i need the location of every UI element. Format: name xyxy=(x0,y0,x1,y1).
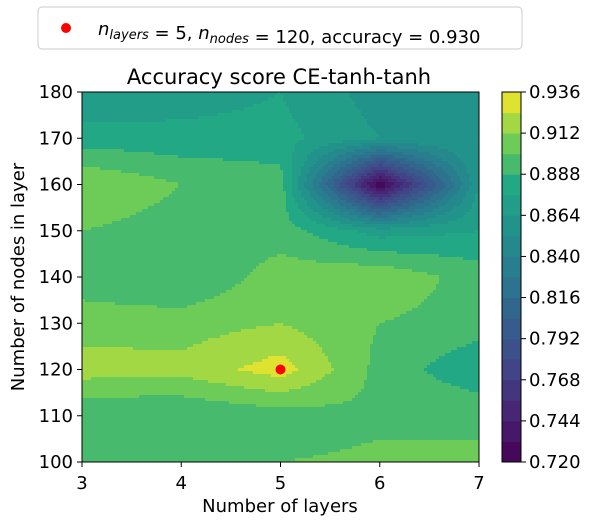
legend-text-part: = 120, accuracy = 0.930 xyxy=(249,27,481,48)
legend-marker xyxy=(61,23,71,33)
chart-title: Accuracy score CE-tanh-tanh xyxy=(127,65,431,89)
legend-text-part: n xyxy=(198,23,209,44)
legend-text-part: n xyxy=(98,19,109,40)
legend-text-part: = 5, xyxy=(149,23,198,44)
heatmap xyxy=(82,92,482,465)
legend-text-part: nodes xyxy=(210,32,249,47)
legend-text-part: layers xyxy=(109,28,149,43)
legend: nlayers = 5, nnodes = 120, accuracy = 0.… xyxy=(38,7,522,49)
